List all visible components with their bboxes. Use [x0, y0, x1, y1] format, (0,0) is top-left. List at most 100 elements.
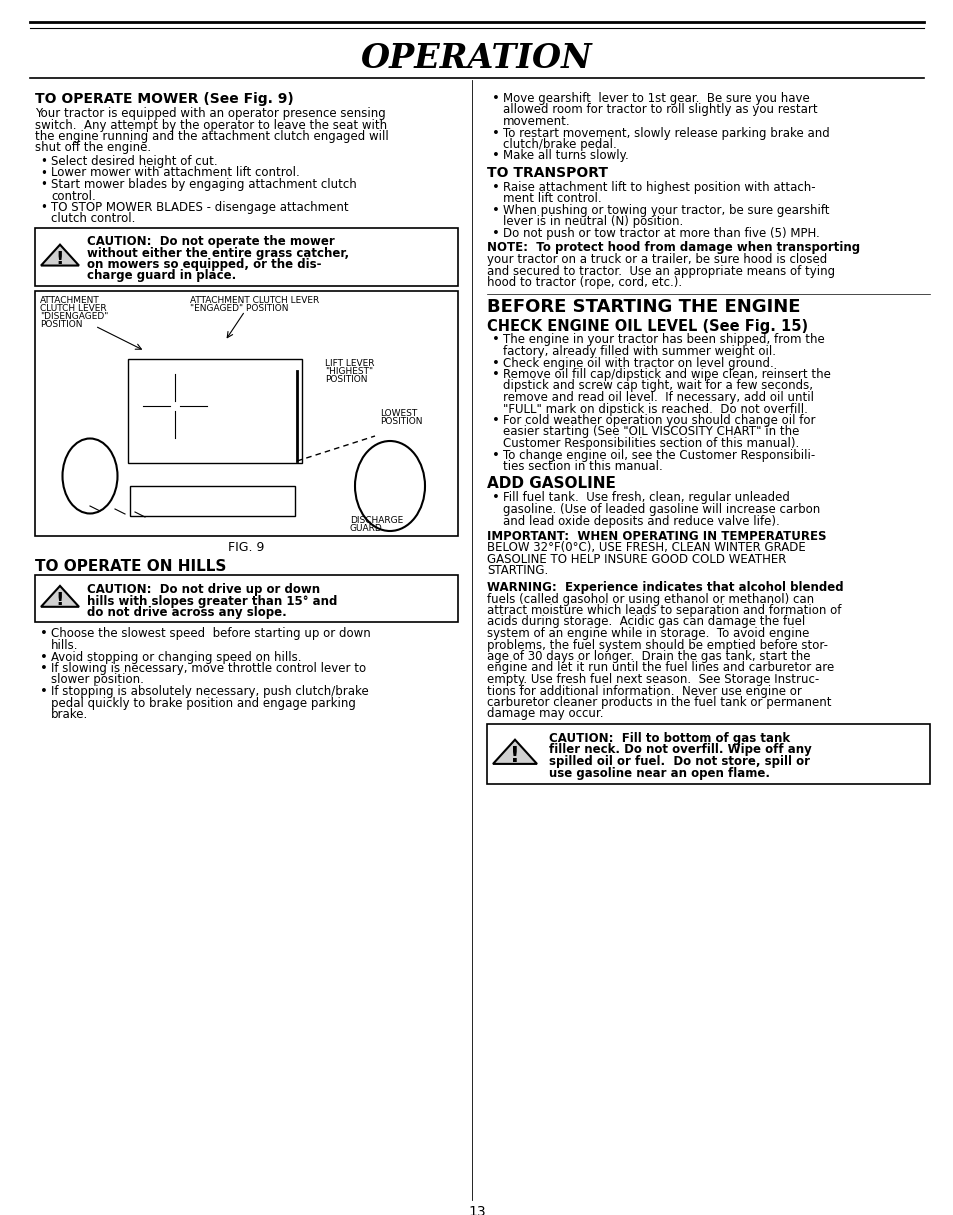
Polygon shape — [41, 586, 79, 606]
Text: your tractor on a truck or a trailer, be sure hood is closed: your tractor on a truck or a trailer, be… — [486, 253, 826, 266]
Text: empty. Use fresh fuel next season.  See Storage Instruc-: empty. Use fresh fuel next season. See S… — [486, 673, 819, 686]
Text: To restart movement, slowly release parking brake and: To restart movement, slowly release park… — [502, 126, 829, 140]
Text: factory, already filled with summer weight oil.: factory, already filled with summer weig… — [502, 345, 775, 358]
Text: WARNING:  Experience indicates that alcohol blended: WARNING: Experience indicates that alcoh… — [486, 581, 842, 594]
Text: For cold weather operation you should change oil for: For cold weather operation you should ch… — [502, 414, 815, 426]
Text: BEFORE STARTING THE ENGINE: BEFORE STARTING THE ENGINE — [486, 299, 800, 316]
Text: damage may occur.: damage may occur. — [486, 707, 603, 720]
Text: POSITION: POSITION — [40, 320, 82, 329]
Text: IMPORTANT:  WHEN OPERATING IN TEMPERATURES: IMPORTANT: WHEN OPERATING IN TEMPERATURE… — [486, 530, 825, 543]
Bar — [35, 292, 457, 536]
Text: GASOLINE TO HELP INSURE GOOD COLD WEATHER: GASOLINE TO HELP INSURE GOOD COLD WEATHE… — [486, 553, 785, 566]
Text: and secured to tractor.  Use an appropriate means of tying: and secured to tractor. Use an appropria… — [486, 265, 834, 277]
Text: Check engine oil with tractor on level ground.: Check engine oil with tractor on level g… — [502, 356, 773, 369]
Text: pedal quickly to brake position and engage parking: pedal quickly to brake position and enga… — [51, 696, 355, 710]
Text: use gasoline near an open flame.: use gasoline near an open flame. — [548, 767, 769, 780]
Text: ATTACHMENT: ATTACHMENT — [40, 296, 100, 305]
Text: TO OPERATE MOWER (See Fig. 9): TO OPERATE MOWER (See Fig. 9) — [35, 92, 294, 106]
Text: The engine in your tractor has been shipped, from the: The engine in your tractor has been ship… — [502, 333, 824, 346]
Text: •: • — [492, 92, 499, 104]
Text: Start mower blades by engaging attachment clutch: Start mower blades by engaging attachmen… — [51, 179, 356, 191]
Text: •: • — [492, 448, 499, 462]
Text: hills.: hills. — [51, 639, 78, 652]
Text: CLUTCH LEVER: CLUTCH LEVER — [40, 304, 107, 313]
Text: control.: control. — [51, 190, 95, 203]
Text: gasoline. (Use of leaded gasoline will increase carbon: gasoline. (Use of leaded gasoline will i… — [502, 503, 820, 516]
Text: TO OPERATE ON HILLS: TO OPERATE ON HILLS — [35, 559, 226, 573]
Text: STARTING.: STARTING. — [486, 565, 548, 577]
Text: To change engine oil, see the Customer Responsibili-: To change engine oil, see the Customer R… — [502, 448, 815, 462]
Text: ADD GASOLINE: ADD GASOLINE — [486, 476, 616, 492]
Text: Fill fuel tank.  Use fresh, clean, regular unleaded: Fill fuel tank. Use fresh, clean, regula… — [502, 492, 789, 504]
Text: on mowers so equipped, or the dis-: on mowers so equipped, or the dis- — [87, 258, 321, 271]
Text: CAUTION:  Do not operate the mower: CAUTION: Do not operate the mower — [87, 234, 335, 248]
Text: tions for additional information.  Never use engine or: tions for additional information. Never … — [486, 684, 801, 697]
Text: NOTE:  To protect hood from damage when transporting: NOTE: To protect hood from damage when t… — [486, 242, 860, 254]
Text: do not drive across any slope.: do not drive across any slope. — [87, 606, 287, 618]
Text: ment lift control.: ment lift control. — [502, 192, 601, 205]
Text: Lower mower with attachment lift control.: Lower mower with attachment lift control… — [51, 166, 299, 180]
Text: carburetor cleaner products in the fuel tank or permanent: carburetor cleaner products in the fuel … — [486, 696, 831, 710]
Text: •: • — [492, 414, 499, 426]
Bar — [35, 575, 457, 622]
Text: Select desired height of cut.: Select desired height of cut. — [51, 156, 217, 168]
Text: filler neck. Do not overfill. Wipe off any: filler neck. Do not overfill. Wipe off a… — [548, 744, 811, 757]
Text: hills with slopes greater than 15° and: hills with slopes greater than 15° and — [87, 594, 337, 608]
Text: DISCHARGE: DISCHARGE — [350, 516, 403, 525]
Text: charge guard in place.: charge guard in place. — [87, 270, 236, 283]
Text: movement.: movement. — [502, 115, 570, 128]
Text: GUARD: GUARD — [350, 524, 382, 533]
Text: age of 30 days or longer.  Drain the gas tank, start the: age of 30 days or longer. Drain the gas … — [486, 650, 810, 663]
Text: ties section in this manual.: ties section in this manual. — [502, 460, 662, 473]
Text: shut off the engine.: shut off the engine. — [35, 141, 151, 154]
Text: When pushing or towing your tractor, be sure gearshift: When pushing or towing your tractor, be … — [502, 204, 828, 217]
Text: LOWEST: LOWEST — [379, 409, 416, 418]
Bar — [130, 486, 294, 516]
Text: •: • — [40, 179, 47, 191]
Text: If slowing is necessary, move throttle control lever to: If slowing is necessary, move throttle c… — [51, 662, 366, 676]
Text: without either the entire grass catcher,: without either the entire grass catcher, — [87, 247, 349, 260]
Bar — [35, 228, 457, 286]
Text: •: • — [492, 492, 499, 504]
Text: FIG. 9: FIG. 9 — [228, 541, 264, 554]
Text: POSITION: POSITION — [379, 417, 422, 426]
Text: acids during storage.  Acidic gas can damage the fuel: acids during storage. Acidic gas can dam… — [486, 616, 804, 628]
Text: engine and let it run until the fuel lines and carburetor are: engine and let it run until the fuel lin… — [486, 661, 833, 674]
Text: •: • — [492, 149, 499, 163]
Text: the engine running and the attachment clutch engaged will: the engine running and the attachment cl… — [35, 130, 388, 143]
Bar — [486, 724, 929, 784]
Text: BELOW 32°F(0°C), USE FRESH, CLEAN WINTER GRADE: BELOW 32°F(0°C), USE FRESH, CLEAN WINTER… — [486, 542, 805, 554]
Text: If stopping is absolutely necessary, push clutch/brake: If stopping is absolutely necessary, pus… — [51, 685, 369, 697]
Text: •: • — [492, 227, 499, 241]
Text: 13: 13 — [468, 1205, 485, 1215]
Text: POSITION: POSITION — [325, 375, 367, 384]
Polygon shape — [493, 740, 537, 764]
Text: Do not push or tow tractor at more than five (5) MPH.: Do not push or tow tractor at more than … — [502, 227, 819, 241]
Text: spilled oil or fuel.  Do not store, spill or: spilled oil or fuel. Do not store, spill… — [548, 755, 809, 768]
Text: Your tractor is equipped with an operator presence sensing: Your tractor is equipped with an operato… — [35, 107, 385, 120]
Text: CAUTION:  Fill to bottom of gas tank: CAUTION: Fill to bottom of gas tank — [548, 731, 789, 745]
Text: !: ! — [55, 250, 64, 267]
Text: attract moisture which leads to separation and formation of: attract moisture which leads to separati… — [486, 604, 841, 617]
Text: Remove oil fill cap/dipstick and wipe clean, reinsert the: Remove oil fill cap/dipstick and wipe cl… — [502, 368, 830, 382]
Text: •: • — [492, 368, 499, 382]
Polygon shape — [41, 244, 79, 266]
Text: slower position.: slower position. — [51, 673, 144, 686]
Text: •: • — [492, 126, 499, 140]
Text: Move gearshift  lever to 1st gear.  Be sure you have: Move gearshift lever to 1st gear. Be sur… — [502, 92, 809, 104]
Text: TO TRANSPORT: TO TRANSPORT — [486, 166, 607, 180]
Text: CHECK ENGINE OIL LEVEL (See Fig. 15): CHECK ENGINE OIL LEVEL (See Fig. 15) — [486, 318, 807, 333]
Text: •: • — [40, 685, 48, 697]
Text: hood to tractor (rope, cord, etc.).: hood to tractor (rope, cord, etc.). — [486, 276, 681, 289]
Text: Avoid stopping or changing speed on hills.: Avoid stopping or changing speed on hill… — [51, 650, 301, 663]
Text: CAUTION:  Do not drive up or down: CAUTION: Do not drive up or down — [87, 583, 320, 597]
Text: •: • — [40, 650, 48, 663]
Text: clutch/brake pedal.: clutch/brake pedal. — [502, 139, 616, 151]
Text: •: • — [492, 356, 499, 369]
Text: allowed room for tractor to roll slightly as you restart: allowed room for tractor to roll slightl… — [502, 103, 817, 117]
Text: OPERATION: OPERATION — [361, 41, 592, 74]
Text: Raise attachment lift to highest position with attach-: Raise attachment lift to highest positio… — [502, 181, 815, 194]
Text: "FULL" mark on dipstick is reached.  Do not overfill.: "FULL" mark on dipstick is reached. Do n… — [502, 402, 807, 416]
Text: •: • — [492, 333, 499, 346]
Text: "HIGHEST": "HIGHEST" — [325, 367, 373, 375]
